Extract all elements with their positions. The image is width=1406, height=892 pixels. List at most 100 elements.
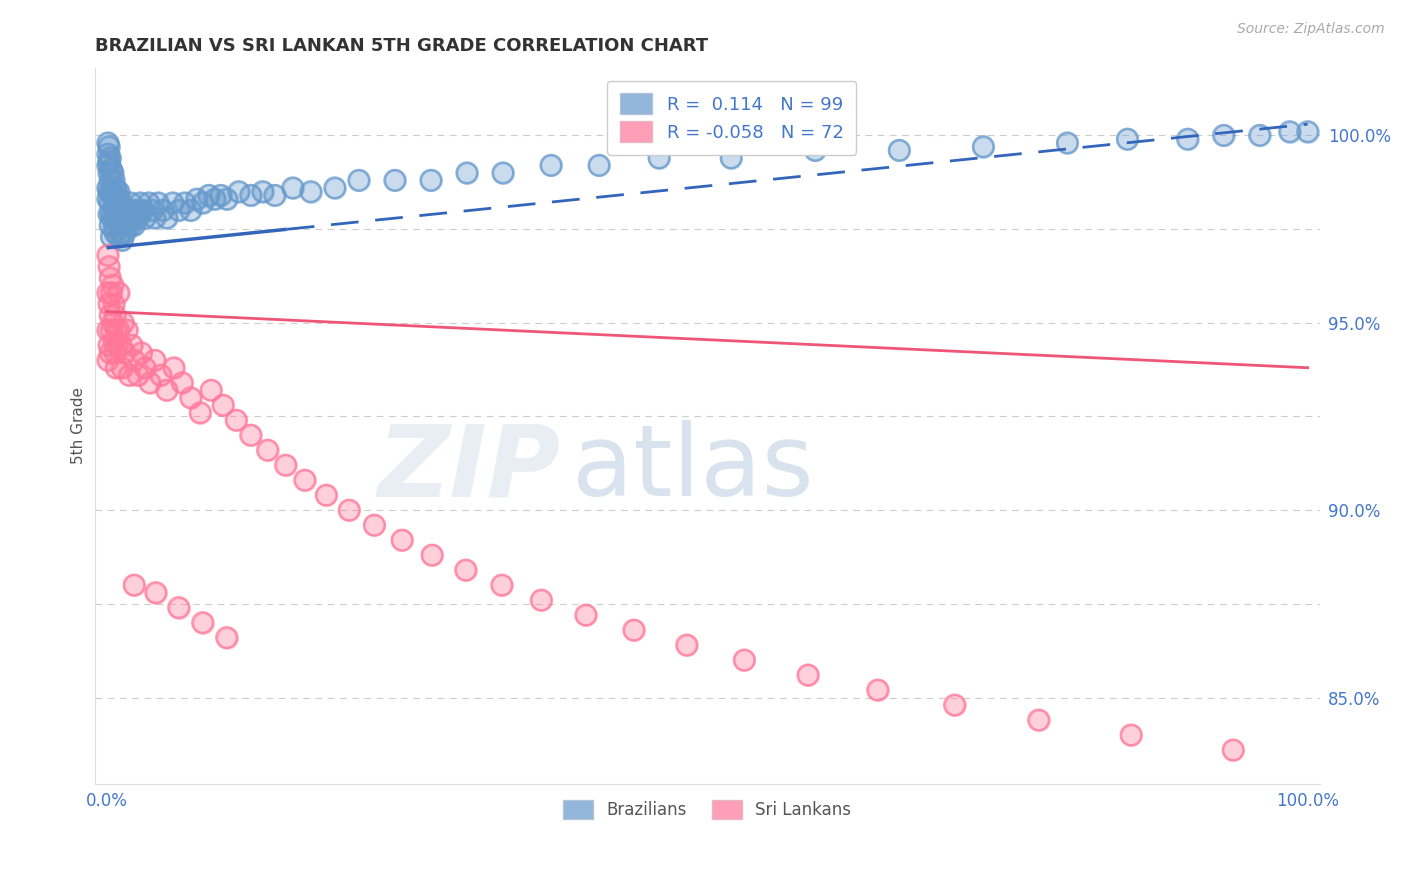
Point <box>134 211 156 225</box>
Point <box>117 203 139 218</box>
Point <box>98 166 121 180</box>
Point <box>110 338 132 352</box>
Point <box>101 278 124 293</box>
Point <box>111 233 134 247</box>
Point <box>97 285 120 300</box>
Point <box>129 195 152 210</box>
Point <box>114 226 136 240</box>
Point <box>121 203 143 218</box>
Point <box>114 345 136 359</box>
Point <box>97 181 120 195</box>
Point <box>122 219 145 233</box>
Point <box>98 173 121 187</box>
Point <box>118 368 141 383</box>
Point <box>97 158 120 172</box>
Point <box>98 151 121 165</box>
Point <box>103 297 125 311</box>
Point <box>98 260 121 274</box>
Point <box>131 345 153 359</box>
Point <box>100 185 122 199</box>
Point <box>889 144 911 158</box>
Point <box>225 413 247 427</box>
Point <box>180 391 202 405</box>
Point <box>101 188 124 202</box>
Point <box>101 316 124 330</box>
Point <box>97 147 120 161</box>
Point <box>110 203 132 218</box>
Point <box>105 214 128 228</box>
Point <box>107 185 129 199</box>
Point <box>100 323 122 337</box>
Point <box>972 139 994 153</box>
Point <box>103 334 125 349</box>
Point <box>105 185 128 199</box>
Point <box>225 413 247 427</box>
Point <box>101 211 124 225</box>
Point <box>1296 125 1319 139</box>
Point <box>152 203 174 218</box>
Point <box>134 211 156 225</box>
Point <box>188 406 211 420</box>
Point <box>122 353 145 368</box>
Point <box>98 345 121 359</box>
Point <box>419 173 441 187</box>
Point <box>114 203 136 218</box>
Point <box>103 297 125 311</box>
Point <box>114 211 136 225</box>
Point <box>204 192 226 206</box>
Point <box>323 181 346 195</box>
Point <box>100 323 122 337</box>
Point <box>391 533 413 548</box>
Point <box>100 207 122 221</box>
Point <box>145 585 167 599</box>
Point <box>256 443 278 458</box>
Point <box>98 154 121 169</box>
Point <box>148 195 170 210</box>
Point <box>141 203 163 218</box>
Point <box>180 203 202 218</box>
Point <box>103 219 125 233</box>
Point <box>98 207 121 221</box>
Point <box>148 195 170 210</box>
Point <box>107 285 129 300</box>
Point <box>98 195 121 210</box>
Point <box>105 338 128 352</box>
Point <box>108 214 131 228</box>
Point <box>114 226 136 240</box>
Point <box>104 226 127 240</box>
Point <box>104 181 127 195</box>
Text: ZIP: ZIP <box>377 420 560 517</box>
Point <box>363 518 385 533</box>
Point <box>1119 728 1142 742</box>
Point <box>101 316 124 330</box>
Point <box>188 406 211 420</box>
Point <box>797 668 820 682</box>
Point <box>675 638 697 652</box>
Point <box>98 207 121 221</box>
Point <box>104 308 127 322</box>
Point <box>384 173 406 187</box>
Point <box>110 226 132 240</box>
Point <box>228 185 250 199</box>
Point <box>98 270 121 285</box>
Point <box>191 615 214 630</box>
Point <box>104 203 127 218</box>
Point <box>804 144 827 158</box>
Point <box>98 185 121 199</box>
Point <box>623 623 645 637</box>
Point <box>101 278 124 293</box>
Point <box>127 211 149 225</box>
Point <box>104 203 127 218</box>
Point <box>110 226 132 240</box>
Point <box>122 353 145 368</box>
Point <box>299 185 322 199</box>
Point <box>118 368 141 383</box>
Point <box>204 192 226 206</box>
Point <box>100 162 122 177</box>
Point <box>391 533 413 548</box>
Point <box>943 698 966 712</box>
Point <box>127 211 149 225</box>
Point <box>172 376 194 390</box>
Point <box>100 285 122 300</box>
Point <box>191 195 214 210</box>
